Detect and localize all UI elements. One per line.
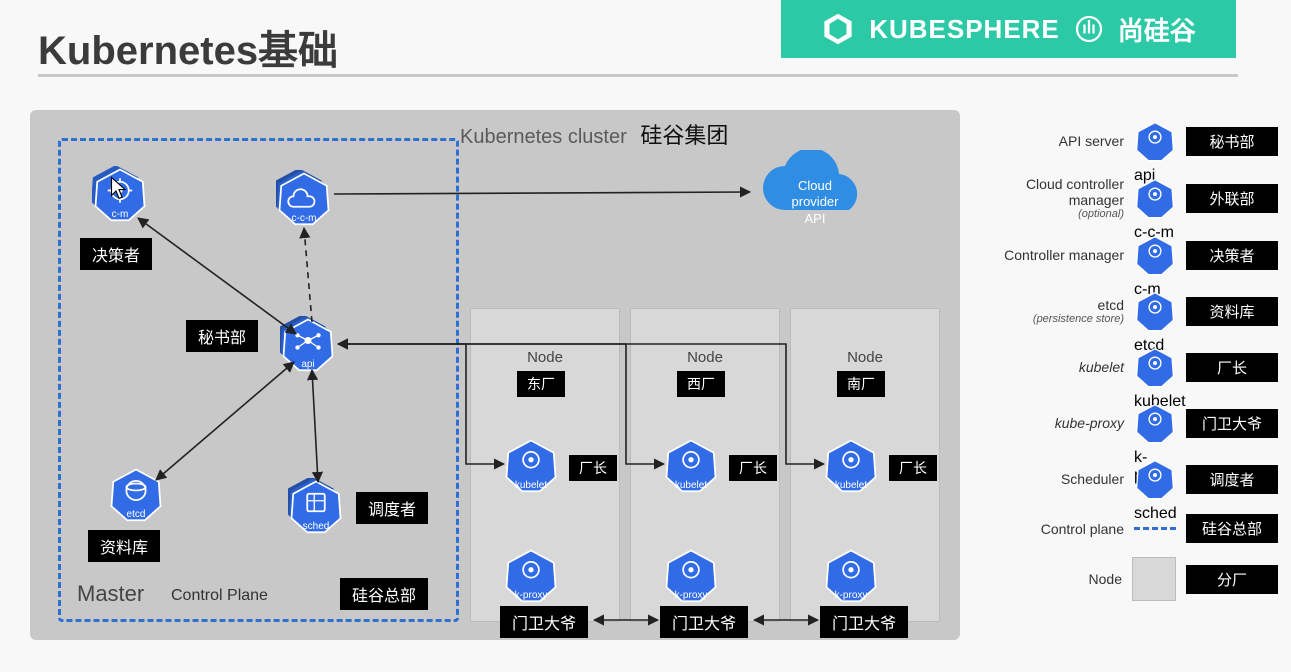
kproxy-tag: 门卫大爷 — [660, 606, 748, 638]
legend-row: Scheduler sched 调度者 — [978, 458, 1278, 500]
legend-tag: 外联部 — [1186, 184, 1278, 213]
api-tag: 秘书部 — [186, 320, 258, 352]
legend-hex-icon: c-m — [1134, 234, 1176, 276]
banner-brand2: 尚硅谷 — [1118, 11, 1196, 48]
kubesphere-logo-icon — [821, 12, 855, 46]
cluster-box: Kubernetes cluster 硅谷集团 Master Control P… — [30, 110, 960, 640]
page-title: Kubernetes基础 — [38, 18, 338, 76]
cm-tag: 决策者 — [80, 238, 152, 270]
legend-label: kubelet — [992, 359, 1124, 375]
legend-dash-sample — [1134, 527, 1176, 530]
legend-label: API server — [992, 133, 1124, 149]
kubelet-tag: 厂长 — [729, 455, 777, 481]
cloud-l1: Cloud — [750, 178, 880, 194]
sched-icon: sched — [288, 478, 344, 534]
legend-hex-icon: api — [1134, 120, 1176, 162]
legend-row: kubelet kubelet 厂长 — [978, 346, 1278, 388]
legend-label: etcd(persistence store) — [992, 297, 1124, 325]
legend-row: Control plane 硅谷总部 — [978, 514, 1278, 543]
banner-brand1: KUBESPHERE — [869, 14, 1060, 45]
kproxy-tag: 门卫大爷 — [500, 606, 588, 638]
legend-hex-icon: kubelet — [1134, 346, 1176, 388]
legend: API server api 秘书部 Cloud controller manager… — [978, 120, 1278, 615]
legend-node-sample — [1132, 557, 1176, 601]
cluster-title-en: Kubernetes cluster — [460, 126, 627, 148]
legend-tag: 秘书部 — [1186, 127, 1278, 156]
kubelet-tag: 厂长 — [889, 455, 937, 481]
legend-hex-icon: c-c-m — [1134, 177, 1176, 219]
cloud-provider-api: Cloud provider API — [750, 150, 880, 230]
kubelet-icon: kubelet — [503, 437, 559, 493]
node-head: Node — [791, 349, 939, 366]
legend-row: etcd(persistence store) etcd 资料库 — [978, 290, 1278, 332]
atguigu-logo-icon — [1074, 14, 1104, 44]
node-box: Node 西厂 kubelet 厂长 k-proxy — [630, 308, 780, 622]
node-head: Node — [471, 349, 619, 366]
node-box: Node 东厂 kubelet 厂长 k-proxy — [470, 308, 620, 622]
control-plane-label: Control Plane — [171, 587, 268, 605]
cloud-l3: API — [750, 211, 880, 227]
node-head: Node — [631, 349, 779, 366]
legend-tag: 厂长 — [1186, 353, 1278, 382]
kproxy-icon: k-proxy — [503, 547, 559, 603]
ccm-icon: c-c-m — [276, 170, 332, 226]
legend-tag: 硅谷总部 — [1186, 514, 1278, 543]
legend-label: Control plane — [992, 521, 1124, 537]
legend-label: Cloud controller manager(optional) — [992, 176, 1124, 220]
legend-label: kube-proxy — [992, 415, 1124, 431]
legend-tag: 分厂 — [1186, 565, 1278, 594]
legend-hex-icon: etcd — [1134, 290, 1176, 332]
cluster-title-zh: 硅谷集团 — [640, 123, 728, 148]
kproxy-tag: 门卫大爷 — [820, 606, 908, 638]
sched-tag: 调度者 — [356, 492, 428, 524]
title-underline — [38, 74, 1238, 77]
cluster-title: Kubernetes cluster 硅谷集团 — [460, 118, 728, 150]
legend-row: API server api 秘书部 — [978, 120, 1278, 162]
cm-icon: c-m — [92, 166, 148, 222]
legend-label: Scheduler — [992, 471, 1124, 487]
header-banner: KUBESPHERE 尚硅谷 — [781, 0, 1236, 58]
etcd-icon: etcd — [108, 466, 164, 522]
legend-label: Controller manager — [992, 247, 1124, 263]
kproxy-icon: k-proxy — [663, 547, 719, 603]
legend-row: Node 分厂 — [978, 557, 1278, 601]
kubelet-tag: 厂长 — [569, 455, 617, 481]
hq-tag: 硅谷总部 — [340, 578, 428, 610]
legend-tag: 门卫大爷 — [1186, 409, 1278, 438]
legend-label: Node — [990, 571, 1122, 587]
node-factory-tag: 西厂 — [677, 371, 725, 397]
api-icon: api — [280, 316, 336, 372]
node-box: Node 南厂 kubelet 厂长 k-proxy — [790, 308, 940, 622]
legend-row: Controller manager c-m 决策者 — [978, 234, 1278, 276]
cloud-l2: provider — [750, 194, 880, 210]
legend-tag: 资料库 — [1186, 297, 1278, 326]
legend-row: Cloud controller manager(optional)c-c-m 外… — [978, 176, 1278, 220]
master-label: Master — [77, 581, 144, 607]
legend-tag: 调度者 — [1186, 465, 1278, 494]
kubelet-icon: kubelet — [823, 437, 879, 493]
legend-hex-icon: k-proxy — [1134, 402, 1176, 444]
legend-hex-icon: sched — [1134, 458, 1176, 500]
node-factory-tag: 东厂 — [517, 371, 565, 397]
node-factory-tag: 南厂 — [837, 371, 885, 397]
kubelet-icon: kubelet — [663, 437, 719, 493]
legend-tag: 决策者 — [1186, 241, 1278, 270]
kproxy-icon: k-proxy — [823, 547, 879, 603]
etcd-tag: 资料库 — [88, 530, 160, 562]
legend-row: kube-proxy k-proxy 门卫大爷 — [978, 402, 1278, 444]
